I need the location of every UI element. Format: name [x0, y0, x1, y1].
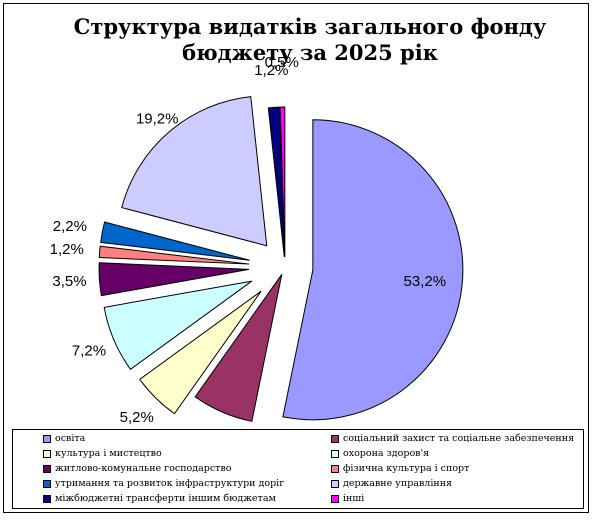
- legend-item: освіта: [43, 433, 85, 444]
- legend-item: культура і мистецтво: [43, 448, 162, 459]
- pie-slice: [282, 119, 464, 421]
- slice-label: 3,5%: [52, 273, 86, 290]
- pie-chart: 53,2%6,6%5,2%7,2%3,5%1,2%2,2%19,2%1,2%0,…: [50, 54, 464, 430]
- pie-slice: [98, 245, 250, 265]
- legend-label: утримання та розвиток інфраструктури дор…: [55, 478, 285, 489]
- legend-item: інші: [331, 493, 364, 504]
- pie-slice: [194, 274, 283, 422]
- chart-legend: освіта соціальний захист та соціальне заб…: [12, 429, 584, 509]
- pie-slice: [267, 106, 285, 258]
- legend-label: інші: [343, 493, 365, 504]
- pie-slice: [103, 280, 253, 370]
- legend-item: охорона здоров'я: [331, 448, 429, 459]
- legend-item: житлово-комунальне господарство: [43, 463, 231, 474]
- pie-slice: [98, 262, 250, 297]
- legend-swatch: [43, 434, 51, 443]
- slice-label: 2,2%: [53, 218, 87, 235]
- legend-item: соціальний захист та соціальне забезпече…: [331, 433, 574, 444]
- legend-item: державне управління: [331, 478, 452, 489]
- legend-swatch: [331, 494, 339, 503]
- slice-label: 7,2%: [72, 342, 106, 359]
- legend-swatch: [43, 449, 51, 458]
- slice-label: 0,5%: [265, 54, 299, 71]
- legend-label: соціальний захист та соціальне забезпече…: [343, 433, 575, 444]
- legend-swatch: [331, 434, 339, 443]
- pie-slice: [139, 290, 262, 415]
- legend-swatch: [331, 479, 339, 488]
- pie-slice: [279, 106, 286, 258]
- legend-label: державне управління: [343, 478, 453, 489]
- chart-title: Структура видатків загального фонду бюдж…: [73, 14, 547, 65]
- legend-label: охорона здоров'я: [343, 448, 430, 459]
- legend-item: фізична культура і спорт: [331, 463, 469, 474]
- legend-label: фізична культура і спорт: [343, 463, 470, 474]
- legend-swatch: [43, 494, 51, 503]
- slice-label: 1,2%: [50, 241, 84, 258]
- slice-label: 5,2%: [120, 409, 154, 426]
- legend-item: утримання та розвиток інфраструктури дор…: [43, 478, 284, 489]
- legend-swatch: [43, 464, 51, 473]
- slice-label: 6,6%: [196, 426, 230, 430]
- legend-label: міжбюджетні трансферти іншим бюджетам: [55, 493, 276, 504]
- legend-label: житлово-комунальне господарство: [55, 463, 232, 474]
- legend-swatch: [331, 449, 339, 458]
- legend-label: освіта: [55, 433, 86, 444]
- slice-label: 53,2%: [404, 273, 447, 290]
- slice-label: 1,2%: [254, 62, 288, 79]
- legend-swatch: [43, 479, 51, 488]
- slice-label: 19,2%: [136, 110, 179, 127]
- pie-slice: [121, 96, 268, 247]
- legend-swatch: [331, 464, 339, 473]
- legend-label: культура і мистецтво: [55, 448, 162, 459]
- legend-item: міжбюджетні трансферти іншим бюджетам: [43, 493, 276, 504]
- pie-slice: [100, 221, 250, 261]
